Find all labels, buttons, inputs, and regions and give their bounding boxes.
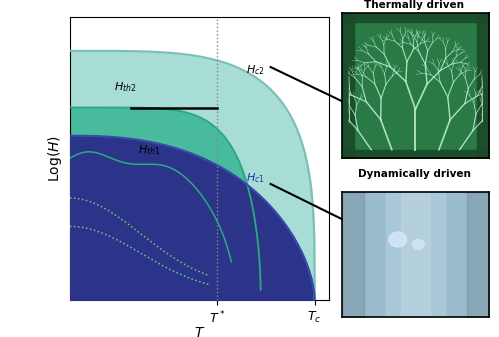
Text: Dynamically driven: Dynamically driven: [358, 169, 471, 179]
Text: $H_{c2}$: $H_{c2}$: [246, 63, 265, 77]
Text: $H_{th2}$: $H_{th2}$: [114, 81, 136, 94]
Circle shape: [389, 232, 407, 247]
Text: Thermally driven: Thermally driven: [364, 0, 464, 10]
Y-axis label: Log($H$): Log($H$): [46, 135, 64, 182]
Text: $H_{th1}$: $H_{th1}$: [138, 143, 161, 156]
X-axis label: $T$: $T$: [194, 326, 205, 337]
Circle shape: [413, 240, 424, 249]
Text: $H_{c1}$: $H_{c1}$: [246, 171, 265, 185]
